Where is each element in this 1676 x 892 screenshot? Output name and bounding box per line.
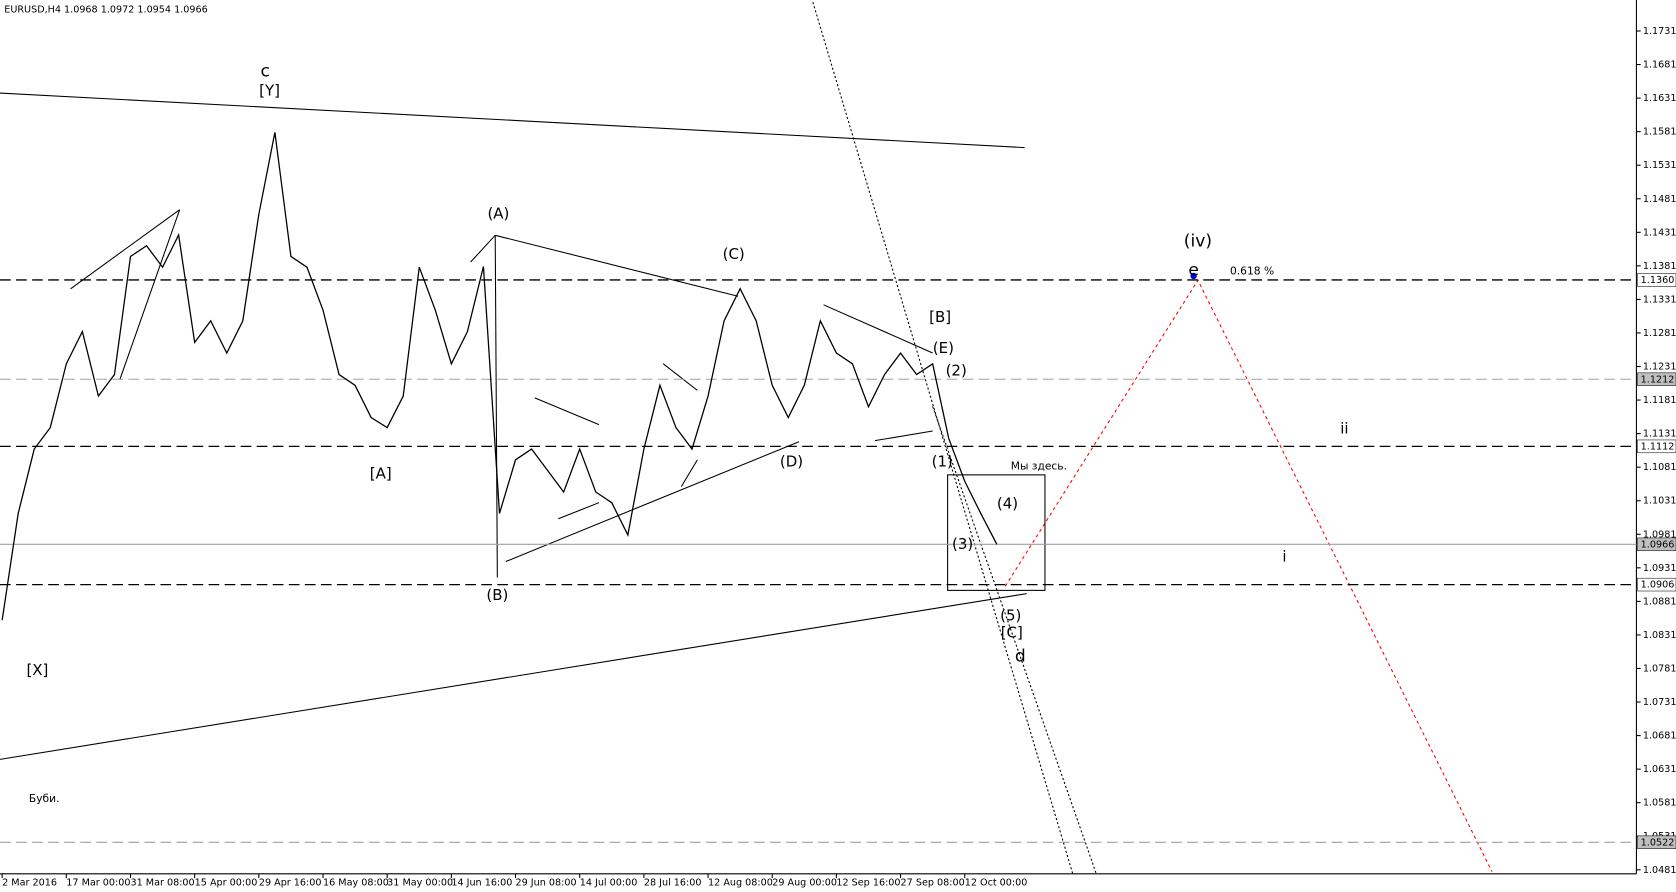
x-tick-label: 31 Mar 08:00 (130, 877, 194, 888)
trend-line (119, 209, 181, 380)
trend-line (823, 304, 933, 354)
y-tick-label: 1.1581 (1643, 127, 1676, 138)
trend-lines (0, 92, 1046, 760)
highlight-box (947, 474, 1046, 591)
y-tick-label: 1.1181 (1643, 395, 1676, 406)
y-tick-label: 1.0881 (1643, 596, 1676, 607)
x-tick-label: 12 Oct 00:00 (965, 877, 1028, 888)
y-tick-label: 1.0981 (1643, 529, 1676, 540)
y-tick-label: 1.1381 (1643, 261, 1676, 272)
wave-label: i (1282, 548, 1286, 566)
x-tick-label: 28 Jul 16:00 (644, 877, 702, 888)
wave-label: [Y] (259, 81, 280, 99)
wave-label: (3) (952, 535, 973, 553)
wave-label: (C) (723, 245, 745, 263)
wave-label: (iv) (1184, 232, 1212, 252)
wave-label: Мы здесь. (1011, 459, 1067, 472)
x-tick-label: 12 Aug 08:00 (708, 877, 773, 888)
y-tick-label: 1.1731 (1643, 26, 1676, 37)
wave-label: (1) (932, 453, 953, 471)
trend-line (0, 593, 1027, 760)
y-tick-label: 1.0831 (1643, 630, 1676, 641)
wave-label: [A] (370, 464, 392, 482)
wave-label: (E) (933, 339, 954, 357)
wave-label: [X] (26, 661, 48, 679)
wave-label: c (261, 62, 270, 82)
wave-label: Буби. (29, 792, 60, 805)
wave-label: (4) (997, 494, 1018, 512)
level-label: 1.1212 (1641, 374, 1675, 385)
price-line (1, 132, 998, 621)
x-tick-label: 17 Mar 00:00 (66, 877, 130, 888)
y-tick-label: 1.1631 (1643, 93, 1676, 104)
level-label: 1.0906 (1641, 580, 1675, 591)
x-tick-label: 2 Mar 2016 (2, 877, 57, 888)
y-tick-label: 1.0681 (1643, 731, 1676, 742)
y-tick-label: 1.1431 (1643, 227, 1676, 238)
wave-label: (2) (946, 362, 967, 380)
trend-line (558, 502, 600, 520)
x-tick-label: 29 Aug 00:00 (772, 877, 837, 888)
wave-label: [C] (1001, 624, 1023, 642)
wave-label: 0.618 % (1230, 265, 1274, 278)
wave-label: [B] (929, 308, 951, 326)
y-tick-label: 1.0481 (1643, 865, 1676, 876)
trend-line (662, 363, 698, 391)
y-tick-label: 1.1081 (1643, 462, 1676, 473)
trend-line (534, 397, 600, 426)
x-tick-label: 27 Sep 08:00 (901, 877, 965, 888)
y-tick-label: 1.1231 (1643, 362, 1676, 373)
y-tick-label: 1.1281 (1643, 328, 1676, 339)
channel-line (812, 1, 1074, 874)
chart-title: EURUSD,H4 1.0968 1.0972 1.0954 1.0966 (4, 5, 207, 16)
trend-line (495, 234, 739, 297)
trend-line (680, 459, 698, 487)
x-tick-label: 12 Sep 16:00 (836, 877, 900, 888)
level-label: 1.1112 (1641, 441, 1675, 452)
y-tick-label: 1.0781 (1643, 663, 1676, 674)
y-tick-label: 1.1481 (1643, 194, 1676, 205)
level-label: 1.1360 (1641, 275, 1675, 286)
x-tick-label: 14 Jul 00:00 (580, 877, 638, 888)
x-tick-label: 15 Apr 00:00 (195, 877, 258, 888)
y-tick-label: 1.0581 (1643, 798, 1676, 809)
x-tick-label: 29 Jun 08:00 (516, 877, 577, 888)
trend-line (874, 430, 933, 442)
point (1190, 272, 1197, 280)
y-tick-label: 1.1031 (1643, 496, 1676, 507)
level-label: 1.0522 (1641, 837, 1675, 848)
channel (812, 1, 1097, 874)
y-tick-label: 1.1681 (1643, 60, 1676, 71)
wave-label: (A) (487, 204, 509, 222)
x-tick-label: 16 May 08:00 (323, 877, 389, 888)
wave-label: (B) (486, 586, 508, 604)
level-label: 1.0966 (1641, 539, 1675, 550)
channel-line (932, 406, 1097, 874)
wave-label: ii (1340, 419, 1348, 437)
trend-line (70, 209, 181, 290)
wave-label: (5) (1000, 607, 1021, 625)
trend-line (470, 234, 496, 263)
trend-line (505, 441, 800, 563)
wave-label: d (1015, 647, 1026, 667)
y-tick-label: 1.1531 (1643, 160, 1676, 171)
y-tick-label: 1.1331 (1643, 294, 1676, 305)
x-tick-label: 31 May 00:00 (387, 877, 453, 888)
x-tick-label: 29 Apr 16:00 (259, 877, 322, 888)
wave-label: (D) (780, 453, 803, 471)
x-tick-label: 14 Jun 16:00 (451, 877, 512, 888)
y-tick-label: 1.0631 (1643, 764, 1676, 775)
trend-line (494, 235, 498, 578)
y-tick-label: 1.0731 (1643, 697, 1676, 708)
y-tick-label: 1.0931 (1643, 563, 1676, 574)
wave-label: e (1188, 261, 1199, 281)
y-tick-label: 1.1131 (1643, 429, 1676, 440)
